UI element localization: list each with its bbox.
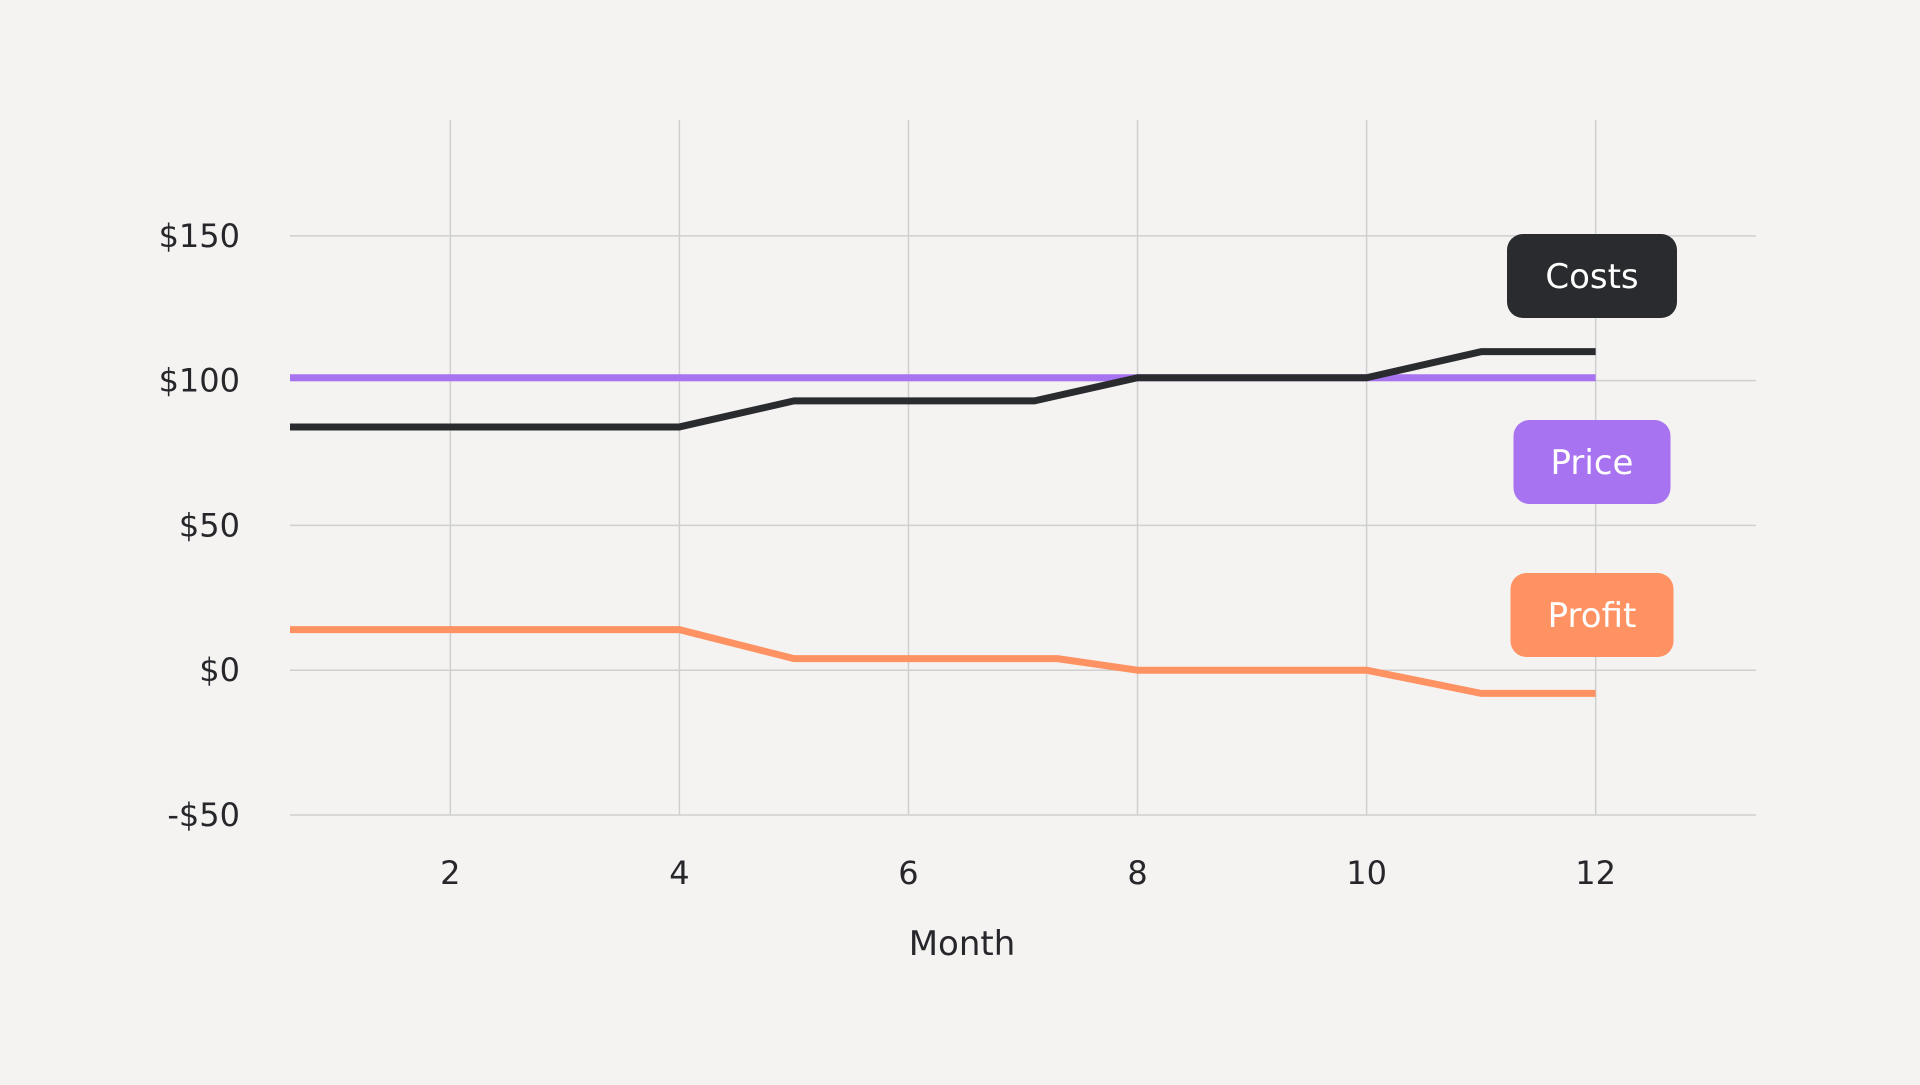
x-tick-label: 10	[1346, 854, 1387, 892]
x-tick-label: 8	[1127, 854, 1147, 892]
price-legend-text: Price	[1551, 443, 1634, 483]
costs-legend-pill	[1507, 234, 1677, 318]
price-legend-label: Price	[1513, 420, 1671, 504]
profit-legend-pill	[1510, 573, 1674, 657]
price-legend-pill	[1513, 420, 1671, 504]
x-axis-tick-labels: 2 4 6 8 10 12	[440, 854, 1616, 892]
x-tick-label: 2	[440, 854, 460, 892]
profit-legend-label: Profit	[1510, 573, 1674, 657]
profit-legend-text: Profit	[1548, 596, 1637, 636]
x-tick-label: 4	[669, 854, 689, 892]
costs-legend-text: Costs	[1545, 257, 1638, 297]
y-axis-tick-labels: -$50 $0 $50 $100 $150	[159, 217, 240, 834]
series-legend-labels: Costs Price Profit	[1507, 234, 1677, 657]
costs-series-line	[290, 348, 1596, 431]
x-axis-title: Month	[909, 924, 1016, 964]
y-tick-label: -$50	[167, 796, 240, 834]
y-tick-label: $0	[199, 651, 240, 689]
x-tick-label: 6	[898, 854, 918, 892]
y-tick-label: $50	[179, 506, 240, 544]
y-tick-label: $100	[159, 362, 240, 400]
profit-series-line	[290, 626, 1596, 697]
x-tick-label: 12	[1575, 854, 1616, 892]
series-lines	[290, 348, 1596, 697]
costs-legend-label: Costs	[1507, 234, 1677, 318]
y-tick-label: $150	[159, 217, 240, 255]
